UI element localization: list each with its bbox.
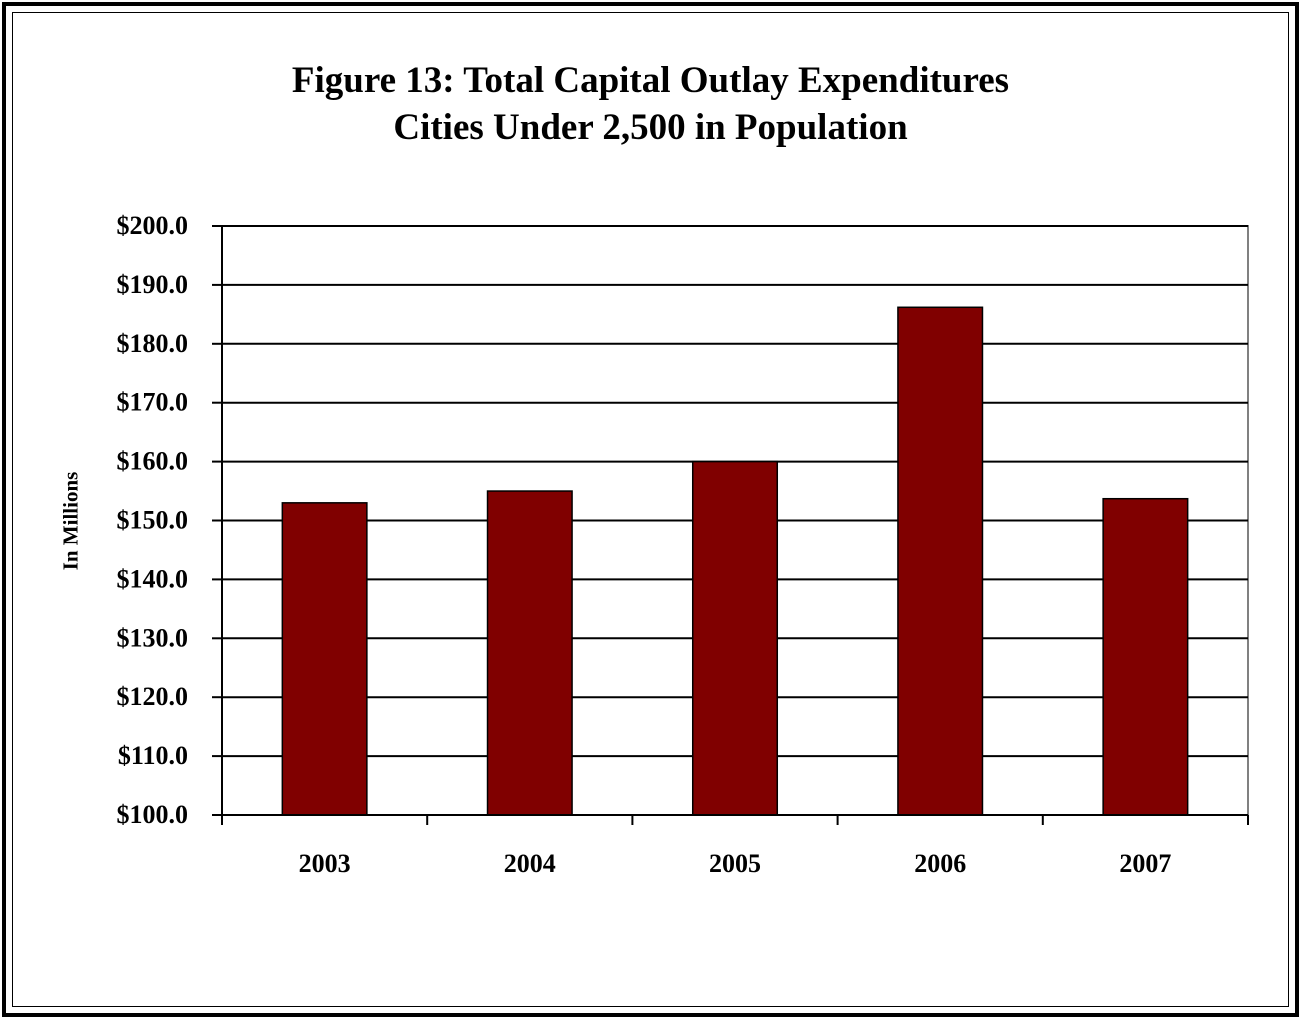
x-tick-labels: 2003 2004 2005 2006 2007 — [299, 849, 1172, 878]
y-tick-label: $160.0 — [117, 447, 189, 476]
y-tick-label: $130.0 — [117, 623, 189, 652]
bar — [897, 306, 984, 816]
y-tick-label: $200.0 — [117, 211, 189, 240]
x-tick-label: 2005 — [709, 849, 761, 878]
y-tick-label: $170.0 — [117, 388, 189, 417]
y-tick-label: $180.0 — [117, 329, 189, 358]
chart-title: Figure 13: Total Capital Outlay Expendit… — [291, 60, 1010, 101]
bar — [691, 460, 779, 816]
axes — [212, 225, 1249, 825]
chart-title-block: Figure 13: Total Capital Outlay Expendit… — [0, 57, 1301, 151]
bars — [281, 306, 1189, 816]
x-tick-label: 2006 — [914, 849, 966, 878]
y-tick-label: $190.0 — [117, 270, 189, 299]
y-tick-label: $140.0 — [117, 564, 189, 593]
chart-inner-border — [12, 12, 1289, 1007]
bar — [281, 502, 368, 816]
x-tick-label: 2004 — [504, 849, 556, 878]
y-tick-label: $150.0 — [117, 506, 189, 535]
x-tick-label: 2007 — [1119, 849, 1171, 878]
y-tick-label: $110.0 — [118, 741, 188, 770]
y-tick-label: $120.0 — [117, 682, 189, 711]
y-tick-label: $100.0 — [117, 800, 189, 829]
x-tick-label: 2003 — [299, 849, 351, 878]
bar — [486, 490, 573, 816]
y-tick-labels: $100.0 $110.0 $120.0 $130.0 $140.0 $150.0 $160… — [117, 211, 189, 829]
bar — [1102, 497, 1189, 816]
chart-subtitle: Cities Under 2,500 in Population — [393, 107, 908, 148]
